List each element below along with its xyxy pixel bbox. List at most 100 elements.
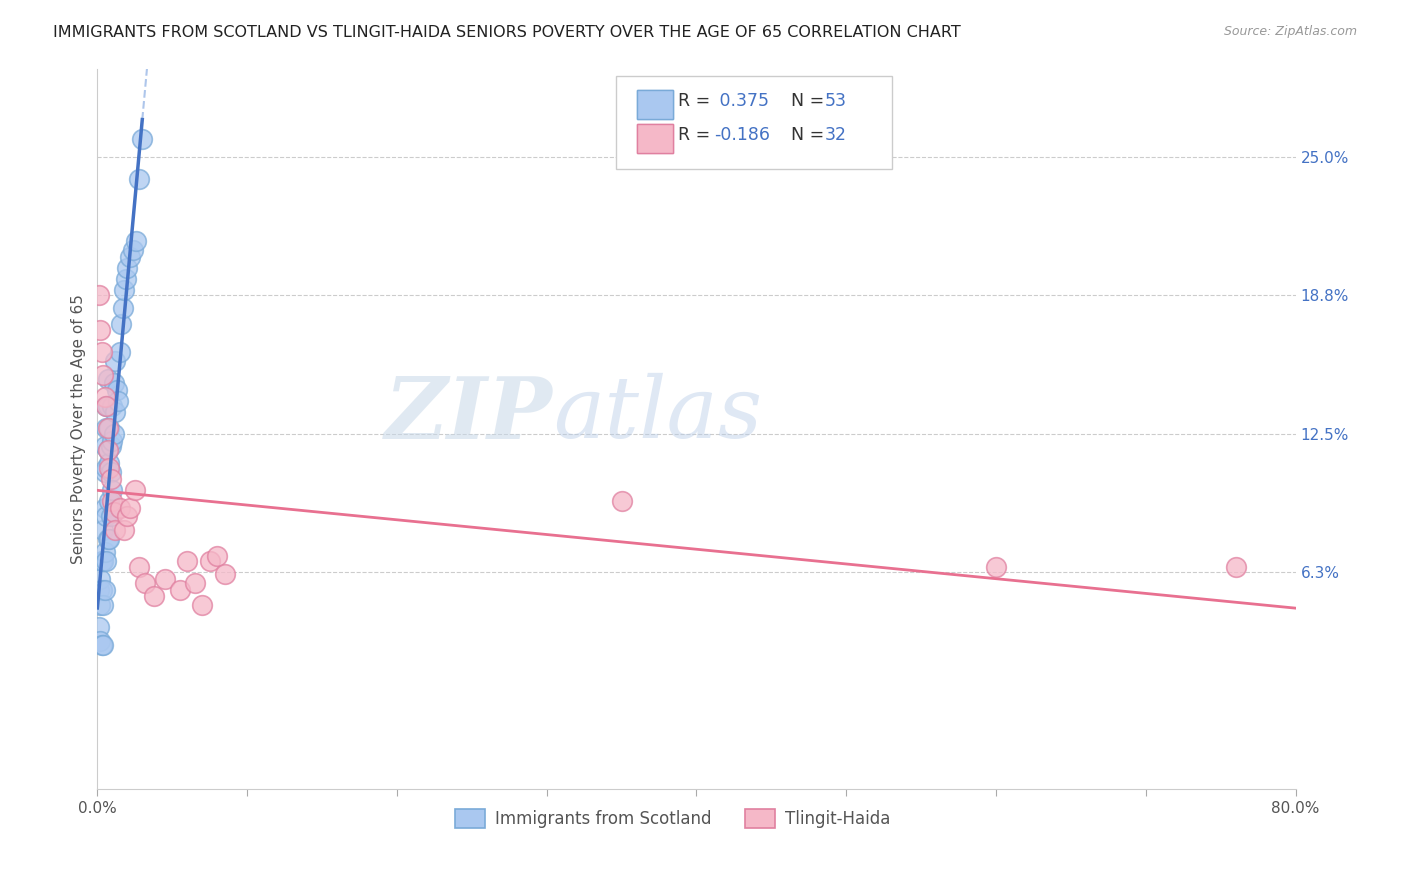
Point	[104, 405, 127, 419]
Point	[93, 523, 115, 537]
Point	[96, 509, 118, 524]
Point	[104, 354, 127, 368]
Point	[98, 532, 121, 546]
Point	[153, 572, 176, 586]
Point	[205, 549, 228, 564]
Point	[94, 500, 117, 515]
Point	[97, 532, 120, 546]
Text: 53: 53	[825, 92, 846, 110]
Point	[198, 554, 221, 568]
Point	[101, 399, 124, 413]
Point	[96, 421, 118, 435]
Text: N =: N =	[780, 92, 830, 110]
Point	[89, 323, 111, 337]
Point	[90, 638, 112, 652]
Point	[125, 235, 148, 249]
Point	[114, 272, 136, 286]
Point	[103, 505, 125, 519]
Point	[93, 598, 115, 612]
Legend: Immigrants from Scotland, Tlingit-Haida: Immigrants from Scotland, Tlingit-Haida	[449, 803, 897, 835]
Text: -0.186: -0.186	[714, 126, 770, 144]
Point	[131, 132, 153, 146]
Point	[104, 523, 127, 537]
Point	[214, 567, 236, 582]
Point	[98, 460, 121, 475]
Point	[89, 598, 111, 612]
Point	[191, 598, 214, 612]
Point	[97, 442, 120, 457]
Point	[90, 582, 112, 597]
Text: Source: ZipAtlas.com: Source: ZipAtlas.com	[1223, 25, 1357, 38]
Point	[97, 442, 120, 457]
Point	[112, 523, 135, 537]
Point	[96, 399, 118, 413]
Point	[87, 287, 110, 301]
Point	[984, 560, 1007, 574]
Point	[100, 472, 122, 486]
Point	[105, 383, 128, 397]
Point	[143, 589, 166, 603]
Point	[1225, 560, 1247, 574]
Point	[110, 317, 132, 331]
Point	[169, 582, 191, 597]
Point	[96, 399, 118, 413]
Text: ZIP: ZIP	[385, 373, 553, 456]
Text: R =: R =	[679, 126, 716, 144]
Point	[94, 545, 117, 559]
Point	[94, 582, 117, 597]
Point	[103, 376, 125, 391]
Point	[94, 465, 117, 479]
Point	[96, 460, 118, 475]
Point	[101, 434, 124, 448]
Point	[96, 554, 118, 568]
Point	[100, 438, 122, 452]
Point	[97, 421, 120, 435]
Point	[94, 438, 117, 452]
Point	[122, 244, 145, 258]
Point	[610, 494, 633, 508]
Point	[98, 494, 121, 508]
Point	[97, 372, 120, 386]
Text: 32: 32	[825, 126, 846, 144]
Y-axis label: Seniors Poverty Over the Age of 65: Seniors Poverty Over the Age of 65	[72, 294, 86, 564]
Point	[120, 250, 142, 264]
Point	[98, 456, 121, 470]
Point	[103, 427, 125, 442]
Point	[128, 560, 150, 574]
Point	[134, 576, 156, 591]
Point	[120, 500, 142, 515]
Point	[176, 554, 198, 568]
Point	[87, 582, 110, 597]
Point	[93, 368, 115, 382]
Text: N =: N =	[780, 126, 830, 144]
Point	[101, 483, 124, 497]
Text: 0.375: 0.375	[714, 92, 769, 110]
Text: atlas: atlas	[553, 373, 762, 456]
FancyBboxPatch shape	[637, 90, 672, 119]
Point	[107, 394, 129, 409]
Point	[93, 554, 115, 568]
Point	[101, 494, 124, 508]
FancyBboxPatch shape	[616, 76, 891, 169]
Point	[117, 509, 139, 524]
Point	[108, 500, 131, 515]
Point	[108, 345, 131, 359]
Point	[89, 572, 111, 586]
Point	[89, 633, 111, 648]
Point	[90, 554, 112, 568]
Point	[94, 390, 117, 404]
Point	[87, 620, 110, 634]
Text: IMMIGRANTS FROM SCOTLAND VS TLINGIT-HAIDA SENIORS POVERTY OVER THE AGE OF 65 COR: IMMIGRANTS FROM SCOTLAND VS TLINGIT-HAID…	[53, 25, 962, 40]
Point	[111, 301, 134, 315]
Point	[112, 283, 135, 297]
Text: R =: R =	[679, 92, 716, 110]
Point	[100, 465, 122, 479]
Point	[90, 345, 112, 359]
Point	[128, 172, 150, 186]
Point	[93, 638, 115, 652]
Point	[98, 421, 121, 435]
Point	[117, 261, 139, 276]
Point	[124, 483, 146, 497]
Point	[100, 509, 122, 524]
Point	[97, 399, 120, 413]
